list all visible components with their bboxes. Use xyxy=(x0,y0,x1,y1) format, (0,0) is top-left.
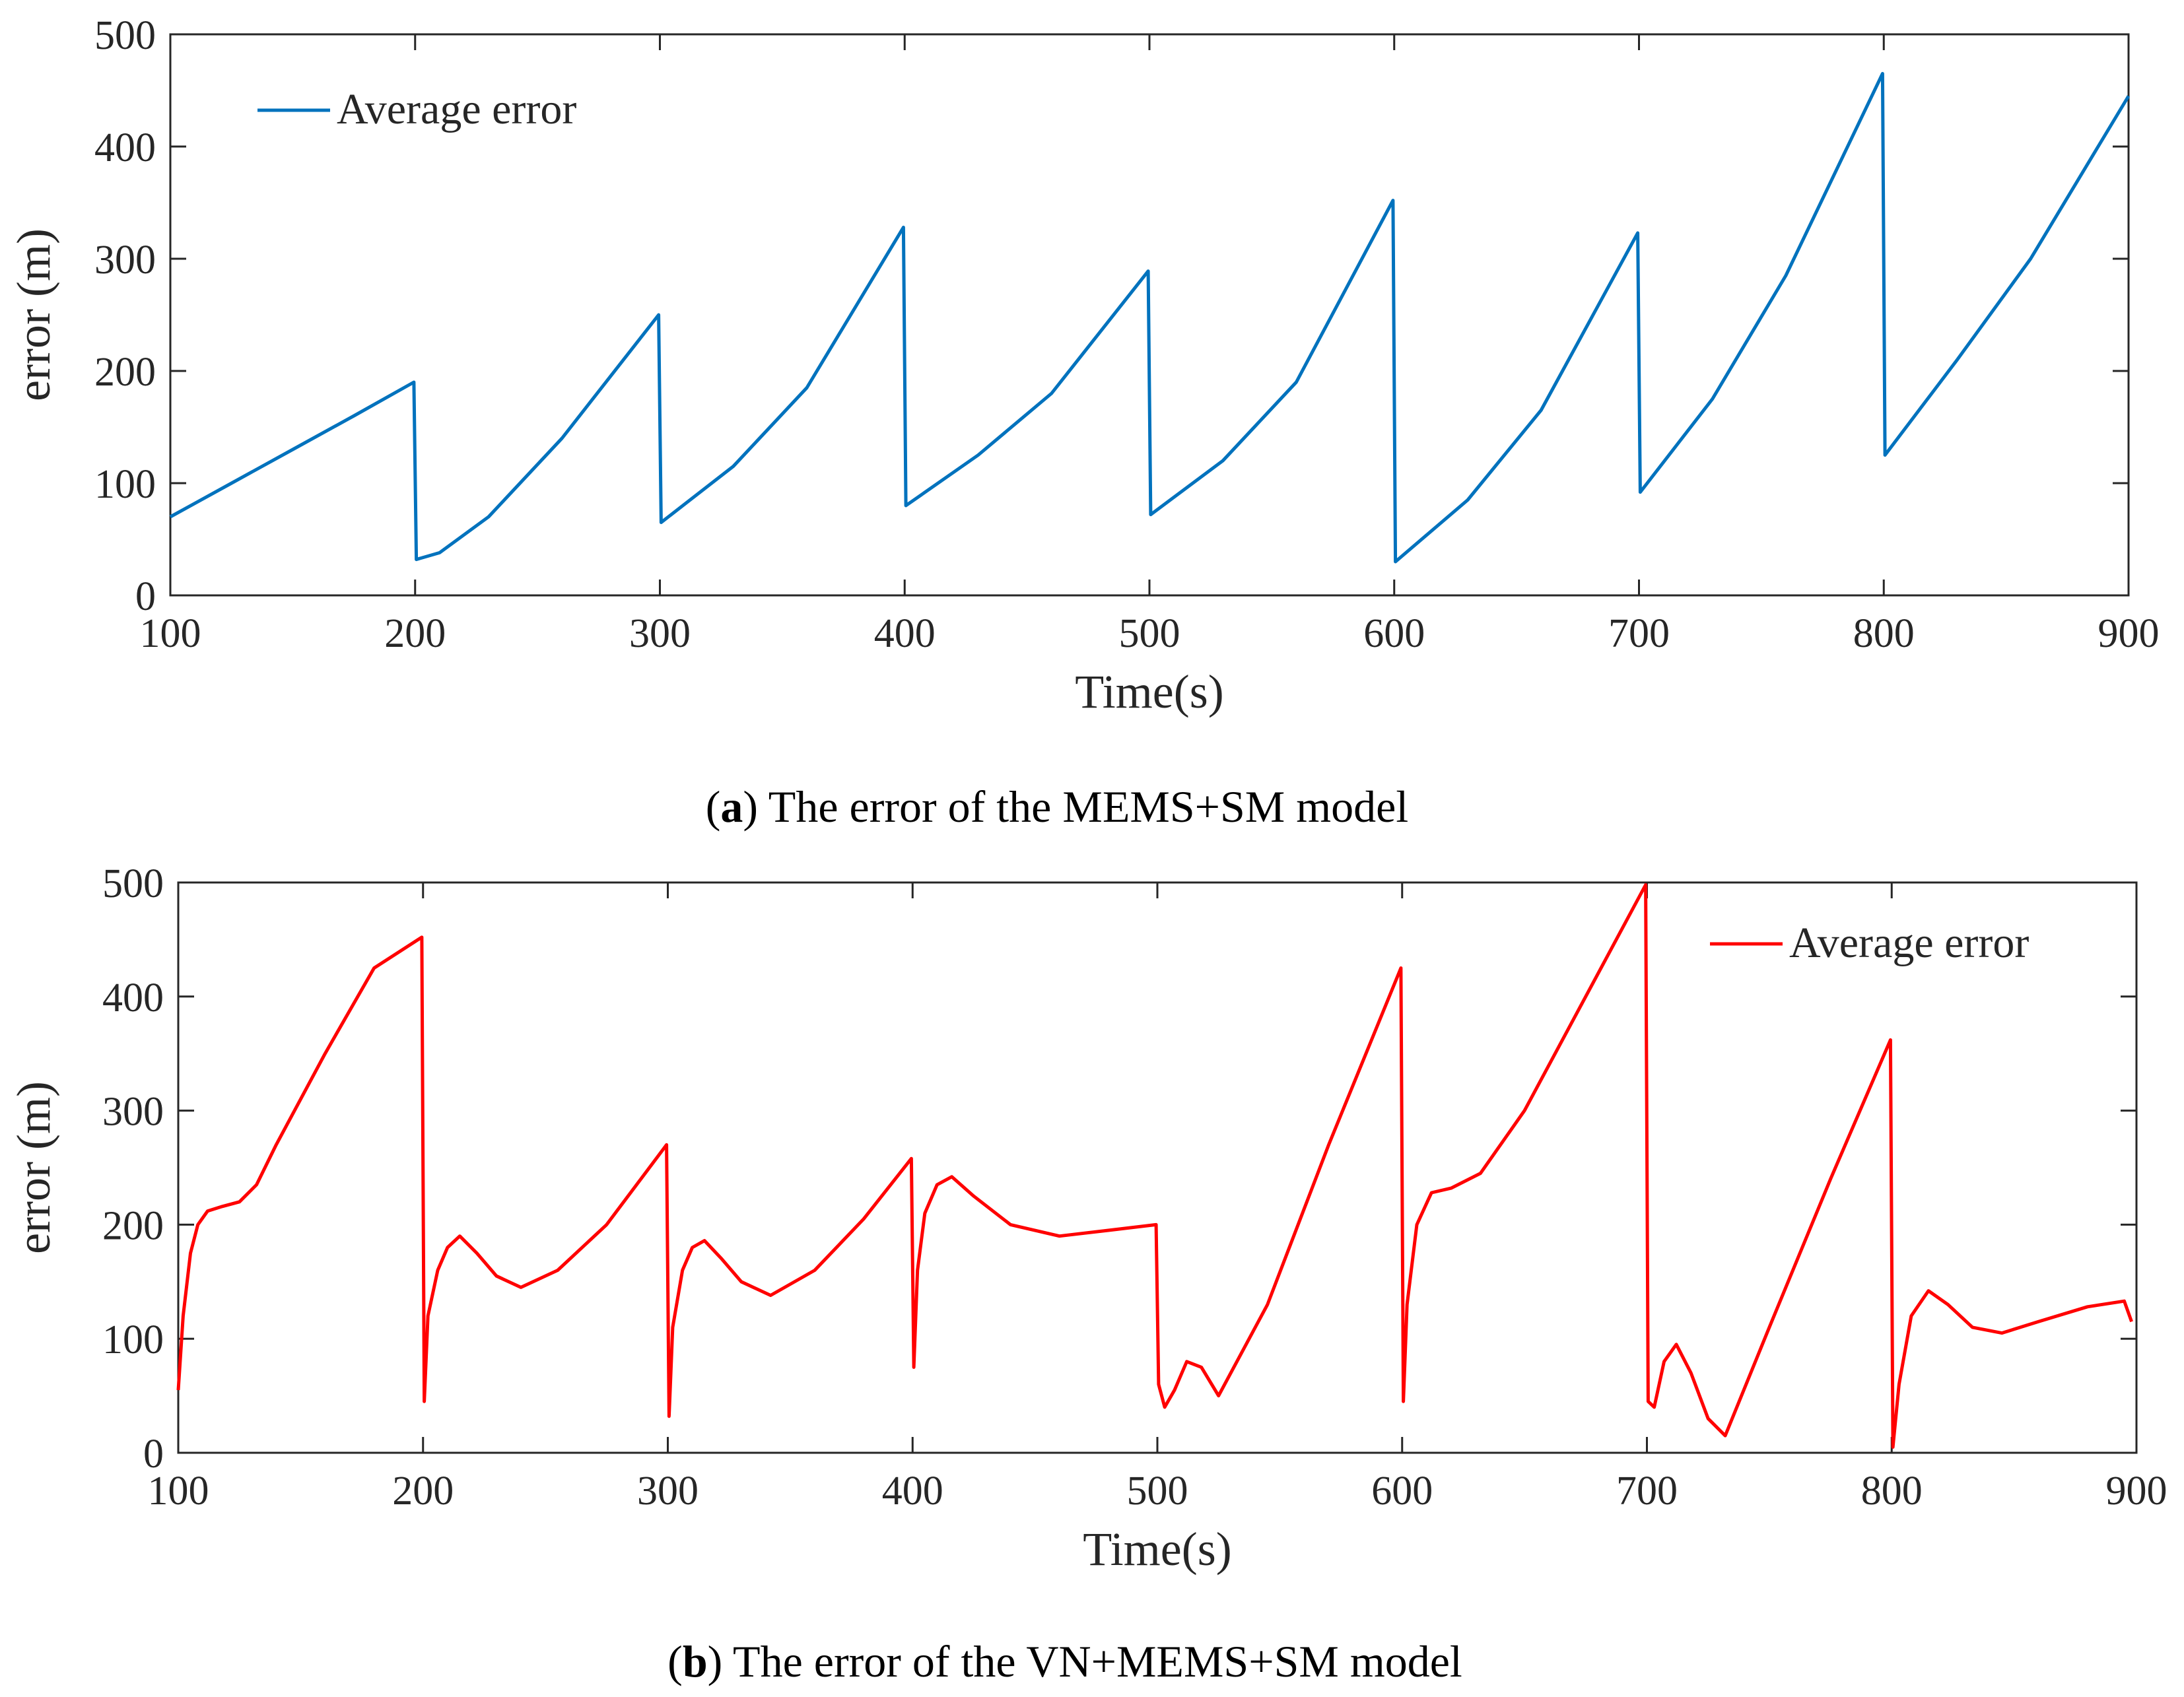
caption-b: (b) The error of the VN+MEMS+SM model xyxy=(667,1636,1462,1686)
x-tick-label: 400 xyxy=(882,1469,943,1514)
x-tick-label: 300 xyxy=(637,1469,699,1514)
y-axis-label-b: error (m) xyxy=(7,1081,60,1254)
caption-text-b: ) The error of the VN+MEMS+SM model xyxy=(708,1636,1462,1686)
x-tick-labels-a: 100 200 300 400 500 600 700 800 900 xyxy=(140,611,2160,656)
y-tick-label: 300 xyxy=(94,238,156,283)
y-tick-label: 300 xyxy=(102,1090,164,1135)
series-line xyxy=(176,883,2133,1449)
x-tick-label: 900 xyxy=(2106,1469,2167,1514)
caption-text-a: ) The error of the MEMS+SM model xyxy=(743,782,1408,832)
x-tick-label: 800 xyxy=(1853,611,1915,656)
x-tick-label: 200 xyxy=(392,1469,454,1514)
x-tick-label: 500 xyxy=(1119,611,1180,656)
y-tick-labels-a: 0 100 200 300 400 500 xyxy=(94,13,156,619)
chart-panel-b: 100 200 300 400 500 600 700 800 900 010020030040… xyxy=(7,861,2167,1686)
y-tick-label: 500 xyxy=(102,861,164,906)
x-tick-label: 700 xyxy=(1608,611,1670,656)
legend-label-b: Average error xyxy=(1789,919,2029,967)
x-tick-label: 700 xyxy=(1616,1469,1678,1514)
y-tick-label: 100 xyxy=(94,462,156,507)
x-tick-label: 300 xyxy=(629,611,691,656)
ticks-a xyxy=(169,33,2130,597)
x-axis-label-b: Time(s) xyxy=(1083,1523,1231,1576)
y-tick-label: 200 xyxy=(94,350,156,395)
x-tick-label: 600 xyxy=(1371,1469,1433,1514)
legend-a: Average error xyxy=(257,85,576,133)
caption-letter-a: a xyxy=(720,782,743,832)
y-axis-label-a: error (m) xyxy=(7,228,60,401)
x-axis-label-a: Time(s) xyxy=(1075,665,1223,718)
x-tick-label: 200 xyxy=(384,611,446,656)
x-tick-label: 400 xyxy=(874,611,936,656)
series-b xyxy=(176,883,2133,1449)
y-tick-label: 100 xyxy=(102,1317,164,1362)
x-tick-labels-b: 100 200 300 400 500 600 700 800 900 xyxy=(148,1469,2167,1514)
chart-panel-a: 100 200 300 400 500 600 700 800 900 010020030040… xyxy=(7,13,2160,832)
x-tick-label: 800 xyxy=(1861,1469,1923,1514)
y-tick-label: 500 xyxy=(94,13,156,58)
caption-letter-b: b xyxy=(683,1636,708,1686)
y-tick-label: 0 xyxy=(143,1432,164,1477)
caption-a: (a) The error of the MEMS+SM model xyxy=(706,782,1409,832)
x-tick-label: 500 xyxy=(1127,1469,1188,1514)
y-tick-label: 400 xyxy=(102,976,164,1020)
y-tick-label: 0 xyxy=(135,574,156,619)
x-tick-label: 100 xyxy=(148,1469,209,1514)
x-tick-label: 600 xyxy=(1363,611,1425,656)
y-tick-label: 200 xyxy=(102,1203,164,1248)
x-tick-label: 900 xyxy=(2098,611,2160,656)
x-tick-label: 100 xyxy=(140,611,201,656)
y-tick-labels-b: 0 100 200 300 400 500 xyxy=(102,861,164,1477)
y-tick-label: 400 xyxy=(94,125,156,170)
series-line xyxy=(169,72,2131,564)
legend-label-a: Average error xyxy=(337,85,576,133)
ticks-b xyxy=(177,881,2138,1454)
legend-b: Average error xyxy=(1710,919,2029,967)
series-a xyxy=(169,72,2131,564)
